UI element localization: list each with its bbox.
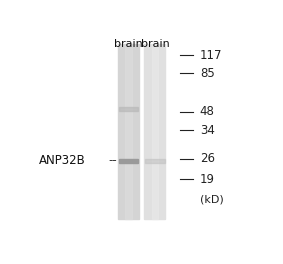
Bar (152, 44, 158, 219)
Text: 117: 117 (200, 49, 222, 62)
Text: 34: 34 (200, 124, 215, 137)
Text: 26: 26 (200, 152, 215, 165)
Text: brain: brain (114, 39, 143, 49)
Text: 48: 48 (200, 106, 215, 119)
Text: brain: brain (141, 39, 169, 49)
Text: (kD): (kD) (200, 194, 224, 204)
Text: 85: 85 (200, 67, 215, 80)
Bar (119, 107, 138, 111)
Text: --: -- (109, 154, 118, 167)
Bar (118, 44, 139, 219)
Text: 19: 19 (200, 173, 215, 186)
Bar (119, 158, 138, 163)
Bar (125, 44, 132, 219)
Bar (145, 44, 165, 219)
Bar (145, 158, 165, 163)
Text: ANP32B: ANP32B (39, 154, 86, 167)
